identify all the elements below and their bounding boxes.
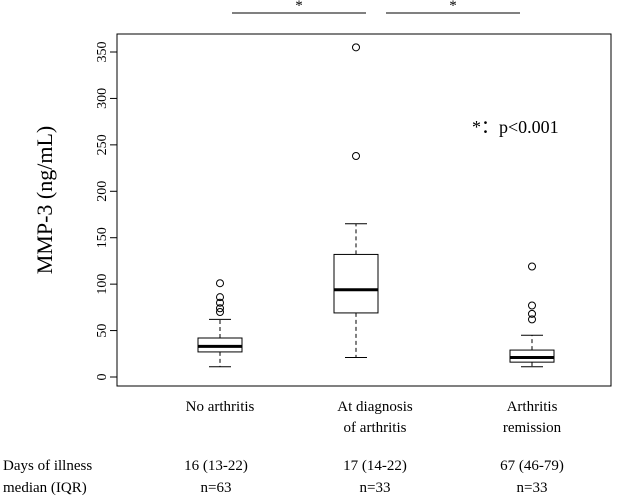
days-value: 16 (13-22) [184, 458, 248, 474]
days-value: 17 (14-22) [343, 458, 407, 474]
y-axis: 0 50 100 150 200 250 300 350 [95, 42, 118, 381]
category-label: Arthritis [507, 399, 558, 415]
box-iqr [333, 253, 379, 314]
significance-brackets: * * [232, 0, 520, 14]
n-value: n=33 [360, 480, 391, 496]
outlier-point [216, 293, 224, 302]
box-group [509, 262, 555, 368]
y-tick-label: 0 [95, 374, 110, 381]
y-tick-label: 50 [95, 324, 110, 338]
y-tick-label: 250 [95, 134, 110, 155]
outlier-point [528, 315, 536, 324]
n-value: n=33 [517, 480, 548, 496]
category-label-line2: of arthritis [344, 420, 407, 436]
days-of-illness-label: Days of illness [3, 458, 92, 474]
outlier-point [528, 309, 536, 318]
box-group [197, 279, 243, 368]
boxes [197, 43, 555, 368]
plot-frame [116, 33, 612, 387]
y-tick-label: 100 [95, 274, 110, 295]
outlier-point [216, 308, 224, 316]
category-label: At diagnosis [337, 399, 413, 415]
n-value: n=63 [201, 480, 232, 496]
outlier-point [352, 152, 360, 160]
significance-label: * [295, 0, 303, 14]
outlier-point [216, 279, 224, 288]
median-iqr-label: median (IQR) [3, 480, 87, 496]
days-value: 67 (46-79) [500, 458, 564, 474]
outlier-point [352, 43, 360, 52]
category-labels: No arthritis At diagnosis of arthritis Arth… [186, 399, 562, 436]
y-tick-label: 200 [95, 181, 110, 202]
outlier-point [528, 301, 536, 310]
y-axis-label: MMP-3 (ng/mL) [32, 126, 57, 275]
y-tick-label: 300 [95, 88, 110, 109]
group-info: 16 (13-22) n=63 17 (14-22) n=33 67 (46-79) n=… [184, 458, 564, 496]
outlier-point [528, 262, 536, 271]
box-group [333, 43, 379, 358]
category-label: No arthritis [186, 399, 255, 415]
y-tick-label: 350 [95, 42, 110, 63]
outlier-point [216, 298, 224, 307]
y-tick-label: 150 [95, 227, 110, 248]
significance-annotation: *：p<0.001 [472, 117, 559, 137]
category-label-line2: remission [503, 420, 562, 436]
significance-label: * [449, 0, 457, 14]
outlier-point [216, 304, 224, 313]
